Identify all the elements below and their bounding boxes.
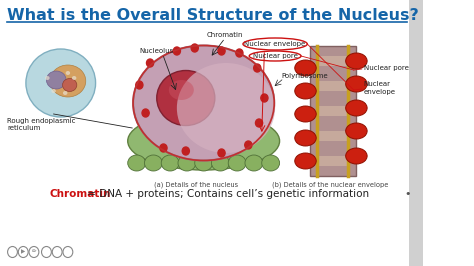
Text: •: • — [404, 189, 410, 199]
Ellipse shape — [46, 71, 66, 89]
Circle shape — [255, 119, 263, 127]
Ellipse shape — [128, 155, 146, 171]
Circle shape — [160, 144, 167, 152]
Text: ✏: ✏ — [32, 250, 36, 255]
Text: Polyribosome: Polyribosome — [282, 73, 328, 79]
Ellipse shape — [177, 63, 275, 153]
Ellipse shape — [245, 155, 263, 171]
Ellipse shape — [169, 80, 194, 100]
Text: Nuclear pore: Nuclear pore — [253, 53, 298, 59]
Circle shape — [136, 81, 143, 89]
Bar — [409, 0, 423, 266]
Ellipse shape — [133, 45, 274, 160]
Circle shape — [191, 44, 198, 52]
Text: = DNA + proteins; Contains cell’s genetic information: = DNA + proteins; Contains cell’s geneti… — [84, 189, 369, 199]
Circle shape — [254, 64, 261, 72]
Circle shape — [146, 59, 154, 67]
Circle shape — [236, 49, 243, 57]
Ellipse shape — [26, 49, 96, 117]
Ellipse shape — [50, 65, 86, 97]
Ellipse shape — [211, 155, 229, 171]
Bar — [310, 46, 356, 176]
Text: What is the Overall Structure of the Nucleus?: What is the Overall Structure of the Nuc… — [7, 8, 419, 23]
Ellipse shape — [178, 155, 196, 171]
Text: Chromatin: Chromatin — [207, 32, 243, 38]
Circle shape — [173, 47, 181, 55]
Bar — [317, 81, 348, 91]
Ellipse shape — [51, 89, 56, 93]
Circle shape — [245, 141, 252, 149]
Ellipse shape — [157, 70, 215, 126]
Text: Nuclear
envelope: Nuclear envelope — [364, 81, 395, 95]
Circle shape — [142, 109, 149, 117]
Ellipse shape — [346, 53, 367, 69]
Text: ▶: ▶ — [21, 250, 25, 255]
Text: Chromatin: Chromatin — [49, 189, 110, 199]
Text: Rough endoplasmic
reticulum: Rough endoplasmic reticulum — [7, 118, 76, 131]
Ellipse shape — [128, 112, 280, 170]
Ellipse shape — [295, 106, 316, 122]
Ellipse shape — [346, 76, 367, 92]
Text: (a) Details of the nucleus: (a) Details of the nucleus — [155, 182, 238, 189]
Text: (b) Details of the nuclear envelope: (b) Details of the nuclear envelope — [273, 182, 389, 189]
Ellipse shape — [262, 155, 280, 171]
Ellipse shape — [66, 71, 70, 75]
Ellipse shape — [63, 78, 77, 92]
Ellipse shape — [63, 91, 67, 95]
Text: Nucleolus: Nucleolus — [139, 48, 173, 54]
Bar — [317, 106, 348, 116]
Ellipse shape — [145, 155, 163, 171]
Ellipse shape — [228, 155, 246, 171]
Circle shape — [218, 149, 225, 157]
Circle shape — [182, 147, 190, 155]
Ellipse shape — [295, 60, 316, 76]
Ellipse shape — [346, 123, 367, 139]
Ellipse shape — [295, 153, 316, 169]
Ellipse shape — [161, 155, 179, 171]
Ellipse shape — [195, 155, 213, 171]
Bar — [317, 131, 348, 141]
Bar — [317, 56, 348, 66]
Ellipse shape — [346, 100, 367, 116]
Ellipse shape — [346, 148, 367, 164]
Ellipse shape — [295, 130, 316, 146]
Text: Nuclear pore: Nuclear pore — [364, 65, 409, 71]
Ellipse shape — [295, 83, 316, 99]
Bar — [317, 156, 348, 166]
Ellipse shape — [45, 76, 50, 80]
Circle shape — [261, 94, 268, 102]
Circle shape — [218, 47, 225, 55]
Text: Nuclear envelope: Nuclear envelope — [245, 41, 306, 47]
Ellipse shape — [72, 76, 76, 80]
